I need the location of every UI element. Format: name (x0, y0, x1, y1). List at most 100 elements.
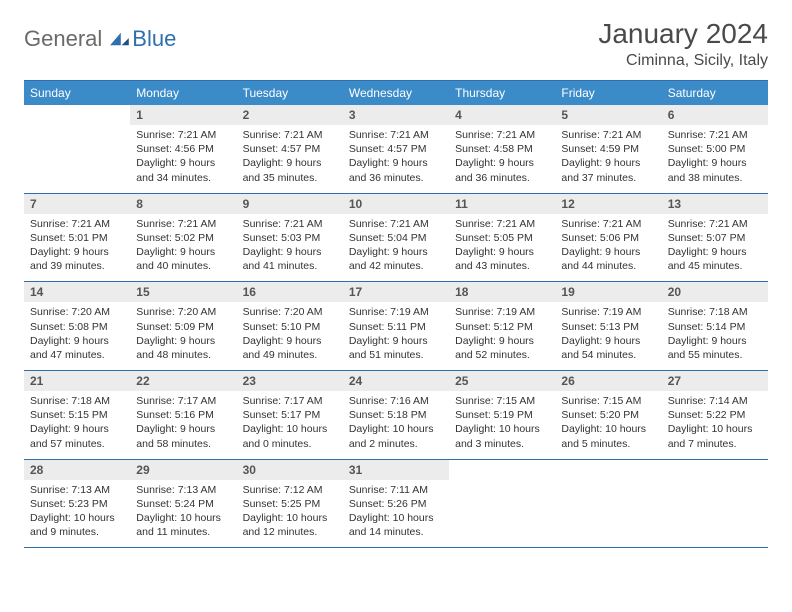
day-details: Sunrise: 7:21 AMSunset: 4:57 PMDaylight:… (237, 125, 343, 193)
logo-sail-icon (108, 31, 130, 47)
calendar-day-cell: 29Sunrise: 7:13 AMSunset: 5:24 PMDayligh… (130, 459, 236, 548)
daylight-text: Daylight: 9 hours and 47 minutes. (30, 334, 124, 362)
header: General Blue January 2024 Ciminna, Sicil… (24, 18, 768, 70)
daylight-text: Daylight: 9 hours and 43 minutes. (455, 245, 549, 273)
daylight-text: Daylight: 10 hours and 9 minutes. (30, 511, 124, 539)
day-details: Sunrise: 7:19 AMSunset: 5:12 PMDaylight:… (449, 302, 555, 370)
day-details: Sunrise: 7:17 AMSunset: 5:16 PMDaylight:… (130, 391, 236, 459)
calendar-week-row: 21Sunrise: 7:18 AMSunset: 5:15 PMDayligh… (24, 371, 768, 460)
calendar-day-cell: 8Sunrise: 7:21 AMSunset: 5:02 PMDaylight… (130, 193, 236, 282)
day-details: Sunrise: 7:21 AMSunset: 4:57 PMDaylight:… (343, 125, 449, 193)
sunset-text: Sunset: 5:15 PM (30, 408, 124, 422)
sunrise-text: Sunrise: 7:21 AM (561, 217, 655, 231)
daylight-text: Daylight: 9 hours and 38 minutes. (668, 156, 762, 184)
sunrise-text: Sunrise: 7:21 AM (136, 217, 230, 231)
day-details: Sunrise: 7:19 AMSunset: 5:11 PMDaylight:… (343, 302, 449, 370)
calendar-week-row: 7Sunrise: 7:21 AMSunset: 5:01 PMDaylight… (24, 193, 768, 282)
day-number: 15 (130, 282, 236, 302)
day-number: 9 (237, 194, 343, 214)
weekday-header: Tuesday (237, 81, 343, 106)
daylight-text: Daylight: 10 hours and 0 minutes. (243, 422, 337, 450)
day-number: 17 (343, 282, 449, 302)
daylight-text: Daylight: 10 hours and 14 minutes. (349, 511, 443, 539)
day-details: Sunrise: 7:16 AMSunset: 5:18 PMDaylight:… (343, 391, 449, 459)
day-number: 25 (449, 371, 555, 391)
day-number: 21 (24, 371, 130, 391)
day-details: Sunrise: 7:21 AMSunset: 5:06 PMDaylight:… (555, 214, 661, 282)
sunrise-text: Sunrise: 7:13 AM (136, 483, 230, 497)
sunrise-text: Sunrise: 7:19 AM (455, 305, 549, 319)
calendar-day-cell: 13Sunrise: 7:21 AMSunset: 5:07 PMDayligh… (662, 193, 768, 282)
sunrise-text: Sunrise: 7:16 AM (349, 394, 443, 408)
daylight-text: Daylight: 9 hours and 51 minutes. (349, 334, 443, 362)
sunset-text: Sunset: 5:02 PM (136, 231, 230, 245)
sunset-text: Sunset: 5:03 PM (243, 231, 337, 245)
logo-text-1: General (24, 26, 102, 52)
sunrise-text: Sunrise: 7:14 AM (668, 394, 762, 408)
day-number: 27 (662, 371, 768, 391)
sunrise-text: Sunrise: 7:21 AM (561, 128, 655, 142)
sunset-text: Sunset: 5:10 PM (243, 320, 337, 334)
day-details: Sunrise: 7:21 AMSunset: 4:56 PMDaylight:… (130, 125, 236, 193)
daylight-text: Daylight: 9 hours and 39 minutes. (30, 245, 124, 273)
daylight-text: Daylight: 9 hours and 48 minutes. (136, 334, 230, 362)
daylight-text: Daylight: 10 hours and 11 minutes. (136, 511, 230, 539)
daylight-text: Daylight: 9 hours and 52 minutes. (455, 334, 549, 362)
sunset-text: Sunset: 4:57 PM (349, 142, 443, 156)
calendar-day-cell: . (449, 459, 555, 548)
sunset-text: Sunset: 5:13 PM (561, 320, 655, 334)
daylight-text: Daylight: 9 hours and 37 minutes. (561, 156, 655, 184)
sunrise-text: Sunrise: 7:19 AM (561, 305, 655, 319)
day-details: Sunrise: 7:21 AMSunset: 5:01 PMDaylight:… (24, 214, 130, 282)
calendar-day-cell: 23Sunrise: 7:17 AMSunset: 5:17 PMDayligh… (237, 371, 343, 460)
sunset-text: Sunset: 5:20 PM (561, 408, 655, 422)
month-title: January 2024 (598, 18, 768, 50)
sunrise-text: Sunrise: 7:21 AM (349, 128, 443, 142)
daylight-text: Daylight: 9 hours and 57 minutes. (30, 422, 124, 450)
sunrise-text: Sunrise: 7:19 AM (349, 305, 443, 319)
day-number: 11 (449, 194, 555, 214)
weekday-header-row: Sunday Monday Tuesday Wednesday Thursday… (24, 81, 768, 106)
sunrise-text: Sunrise: 7:20 AM (243, 305, 337, 319)
sunset-text: Sunset: 5:25 PM (243, 497, 337, 511)
sunset-text: Sunset: 5:00 PM (668, 142, 762, 156)
daylight-text: Daylight: 10 hours and 3 minutes. (455, 422, 549, 450)
day-number: 18 (449, 282, 555, 302)
calendar-day-cell: 17Sunrise: 7:19 AMSunset: 5:11 PMDayligh… (343, 282, 449, 371)
sunset-text: Sunset: 5:08 PM (30, 320, 124, 334)
day-number: 2 (237, 105, 343, 125)
daylight-text: Daylight: 9 hours and 49 minutes. (243, 334, 337, 362)
sunset-text: Sunset: 5:14 PM (668, 320, 762, 334)
day-number: 20 (662, 282, 768, 302)
sunrise-text: Sunrise: 7:15 AM (455, 394, 549, 408)
day-number: 13 (662, 194, 768, 214)
calendar-day-cell: 21Sunrise: 7:18 AMSunset: 5:15 PMDayligh… (24, 371, 130, 460)
sunset-text: Sunset: 5:11 PM (349, 320, 443, 334)
day-details: Sunrise: 7:21 AMSunset: 5:03 PMDaylight:… (237, 214, 343, 282)
day-details: Sunrise: 7:19 AMSunset: 5:13 PMDaylight:… (555, 302, 661, 370)
day-details: Sunrise: 7:11 AMSunset: 5:26 PMDaylight:… (343, 480, 449, 548)
daylight-text: Daylight: 9 hours and 36 minutes. (349, 156, 443, 184)
sunrise-text: Sunrise: 7:21 AM (455, 217, 549, 231)
calendar-day-cell: 27Sunrise: 7:14 AMSunset: 5:22 PMDayligh… (662, 371, 768, 460)
day-details: Sunrise: 7:21 AMSunset: 5:05 PMDaylight:… (449, 214, 555, 282)
sunrise-text: Sunrise: 7:12 AM (243, 483, 337, 497)
sunrise-text: Sunrise: 7:11 AM (349, 483, 443, 497)
sunrise-text: Sunrise: 7:15 AM (561, 394, 655, 408)
sunrise-text: Sunrise: 7:21 AM (136, 128, 230, 142)
calendar-day-cell: 22Sunrise: 7:17 AMSunset: 5:16 PMDayligh… (130, 371, 236, 460)
calendar-day-cell: 4Sunrise: 7:21 AMSunset: 4:58 PMDaylight… (449, 105, 555, 193)
sunset-text: Sunset: 5:05 PM (455, 231, 549, 245)
calendar-table: Sunday Monday Tuesday Wednesday Thursday… (24, 80, 768, 548)
day-details: Sunrise: 7:20 AMSunset: 5:08 PMDaylight:… (24, 302, 130, 370)
calendar-day-cell: 10Sunrise: 7:21 AMSunset: 5:04 PMDayligh… (343, 193, 449, 282)
calendar-day-cell: 1Sunrise: 7:21 AMSunset: 4:56 PMDaylight… (130, 105, 236, 193)
day-number: 31 (343, 460, 449, 480)
sunset-text: Sunset: 5:04 PM (349, 231, 443, 245)
sunset-text: Sunset: 5:01 PM (30, 231, 124, 245)
weekday-header: Monday (130, 81, 236, 106)
sunrise-text: Sunrise: 7:21 AM (668, 217, 762, 231)
day-details: Sunrise: 7:15 AMSunset: 5:20 PMDaylight:… (555, 391, 661, 459)
calendar-day-cell: . (555, 459, 661, 548)
sunset-text: Sunset: 5:24 PM (136, 497, 230, 511)
